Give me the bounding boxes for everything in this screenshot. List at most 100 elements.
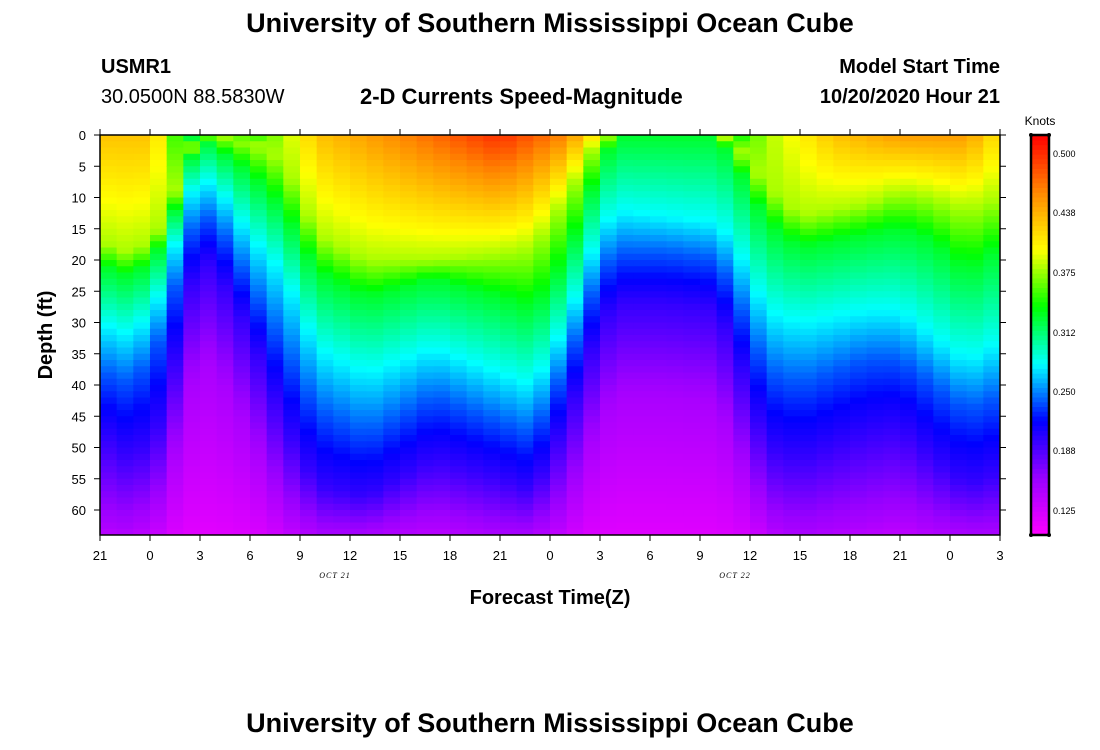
heatmap-cell (800, 160, 818, 167)
heatmap-cell (533, 347, 551, 355)
heatmap-cell (516, 378, 534, 386)
heatmap-cell (716, 491, 734, 499)
heatmap-cell (150, 185, 168, 192)
heatmap-cell (683, 378, 701, 386)
heatmap-cell (833, 141, 851, 149)
heatmap-cell (900, 235, 918, 242)
y-axis-label: Depth (ft) (35, 291, 57, 380)
heatmap-cell (983, 347, 1000, 355)
heatmap-cell (266, 260, 284, 267)
heatmap-cell (950, 210, 968, 217)
heatmap-cell (716, 447, 734, 455)
heatmap-cell (800, 166, 818, 174)
heatmap-cell (550, 322, 568, 330)
colorbar-segment (1031, 349, 1049, 355)
heatmap-cell (750, 297, 768, 305)
heatmap-cell (450, 341, 468, 349)
heatmap-cell (100, 147, 118, 155)
heatmap-cell (800, 491, 818, 499)
heatmap-cell (150, 328, 168, 336)
y-tick-label: 30 (72, 316, 86, 331)
colorbar-segment (1031, 454, 1049, 460)
heatmap-cell (716, 235, 734, 242)
heatmap-cell (916, 235, 934, 242)
heatmap-cell (833, 466, 851, 474)
heatmap-cell (900, 191, 918, 199)
heatmap-cell (633, 160, 651, 167)
heatmap-cell (383, 397, 401, 405)
heatmap-cell (550, 197, 568, 205)
heatmap-cell (700, 316, 718, 324)
heatmap-cell (683, 428, 701, 436)
heatmap-cell (366, 191, 384, 199)
heatmap-cell (400, 297, 418, 305)
heatmap-cell (200, 160, 218, 167)
heatmap-cell (116, 278, 134, 286)
colorbar-segment (1031, 425, 1049, 431)
heatmap-cell (450, 278, 468, 286)
heatmap-cell (433, 516, 451, 524)
heatmap-cell (933, 372, 951, 380)
heatmap-cell (916, 378, 934, 386)
heatmap-cell (633, 472, 651, 480)
heatmap-cell (966, 260, 984, 267)
heatmap-cell (733, 360, 751, 367)
heatmap-cell (116, 210, 134, 217)
heatmap-cell (100, 497, 118, 505)
heatmap-cell (300, 491, 318, 499)
heatmap-cell (516, 353, 534, 361)
heatmap-cell (333, 228, 351, 236)
heatmap-cell (783, 328, 801, 336)
heatmap-cell (116, 328, 134, 336)
heatmap-cell (416, 522, 434, 530)
heatmap-cell (783, 366, 801, 374)
heatmap-cell (600, 528, 618, 535)
heatmap-cell (400, 260, 418, 267)
heatmap-cell (700, 403, 718, 411)
heatmap-cell (450, 210, 468, 217)
heatmap-cell (783, 247, 801, 255)
heatmap-cell (966, 397, 984, 405)
heatmap-cell (533, 422, 551, 430)
heatmap-cell (600, 510, 618, 517)
heatmap-cell (500, 416, 518, 424)
heatmap-cell (933, 135, 951, 142)
heatmap-cell (300, 178, 318, 186)
heatmap-cell (216, 447, 234, 455)
heatmap-cell (166, 235, 184, 242)
colorbar-segment (1031, 511, 1049, 517)
heatmap-cell (400, 241, 418, 249)
heatmap-cell (266, 278, 284, 286)
heatmap-cell (316, 178, 334, 186)
heatmap-cell (466, 235, 484, 242)
heatmap-cell (250, 528, 268, 535)
heatmap-cell (366, 516, 384, 524)
heatmap-cell (733, 147, 751, 155)
heatmap-cell (950, 247, 968, 255)
heatmap-cell (350, 491, 368, 499)
heatmap-cell (466, 260, 484, 267)
heatmap-cell (950, 191, 968, 199)
heatmap-cell (500, 272, 518, 280)
heatmap-cell (200, 141, 218, 149)
heatmap-cell (700, 503, 718, 511)
heatmap-cell (450, 272, 468, 280)
heatmap-cell (466, 441, 484, 449)
heatmap-cell (666, 422, 684, 430)
heatmap-cell (733, 372, 751, 380)
heatmap-cell (333, 303, 351, 311)
heatmap-cell (383, 210, 401, 217)
heatmap-cell (100, 522, 118, 530)
heatmap-cell (650, 197, 668, 205)
heatmap-cell (783, 447, 801, 455)
heatmap-cell (750, 216, 768, 224)
heatmap-cell (750, 510, 768, 517)
heatmap-cell (350, 197, 368, 205)
heatmap-cell (966, 178, 984, 186)
heatmap-cell (866, 228, 884, 236)
heatmap-cell (450, 347, 468, 355)
heatmap-cell (116, 491, 134, 499)
heatmap-cell (366, 391, 384, 399)
heatmap-cell (533, 210, 551, 217)
heatmap-cell (650, 353, 668, 361)
